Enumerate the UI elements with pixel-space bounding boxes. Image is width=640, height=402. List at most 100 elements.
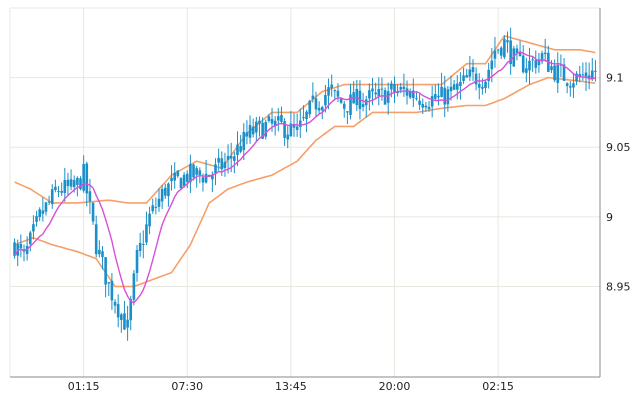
candle-body bbox=[217, 157, 220, 163]
candle-body bbox=[330, 84, 333, 89]
candle-body bbox=[167, 183, 170, 197]
candle-body bbox=[57, 191, 60, 193]
candle-body bbox=[289, 123, 293, 137]
candle-body bbox=[339, 98, 343, 103]
candle-body bbox=[503, 39, 506, 58]
candle-body bbox=[283, 121, 286, 138]
candle-body bbox=[481, 86, 484, 89]
candle-body bbox=[525, 68, 528, 73]
candle-body bbox=[267, 116, 271, 121]
candle-body bbox=[145, 224, 148, 243]
candle-body bbox=[85, 163, 89, 194]
candle-body bbox=[201, 177, 205, 183]
candle-body bbox=[512, 48, 516, 67]
candle-body bbox=[107, 282, 111, 284]
candle-body bbox=[490, 60, 494, 70]
candle-body bbox=[280, 114, 283, 122]
candle-body bbox=[179, 178, 183, 189]
candle-body bbox=[540, 53, 544, 62]
candle-body bbox=[251, 126, 255, 135]
candle-body bbox=[113, 301, 117, 306]
candle-body bbox=[82, 164, 85, 191]
candle-body bbox=[537, 59, 541, 66]
candle-body bbox=[430, 96, 434, 107]
candle-body bbox=[484, 81, 487, 89]
candle-body bbox=[264, 122, 268, 137]
x-tick-label: 07:30 bbox=[171, 380, 203, 393]
candle-body bbox=[195, 168, 198, 175]
candle-body bbox=[424, 105, 428, 108]
candle-body bbox=[477, 83, 481, 88]
candle-body bbox=[91, 202, 95, 222]
candle-body bbox=[176, 170, 180, 177]
candle-body bbox=[223, 161, 227, 168]
candle-body bbox=[98, 249, 101, 255]
candle-body bbox=[421, 104, 425, 108]
candle-body bbox=[518, 51, 522, 57]
candle-body bbox=[377, 89, 381, 97]
candle-body bbox=[189, 164, 192, 183]
bollinger-upper-line bbox=[14, 34, 596, 204]
candle-body bbox=[317, 107, 321, 111]
candle-body bbox=[553, 65, 556, 81]
candle-body bbox=[72, 180, 76, 188]
candle-body bbox=[515, 48, 519, 53]
candle-body bbox=[531, 59, 534, 61]
candle-body bbox=[320, 107, 324, 111]
candle-body bbox=[270, 119, 274, 124]
candle-body bbox=[126, 319, 129, 328]
candle-body bbox=[261, 122, 264, 139]
candle-body bbox=[28, 232, 32, 245]
candle-body bbox=[138, 242, 142, 251]
x-tick-label: 20:00 bbox=[379, 380, 411, 393]
candle-body bbox=[349, 94, 352, 115]
axes bbox=[10, 8, 601, 378]
candle-body bbox=[120, 314, 123, 320]
candle-body bbox=[163, 187, 167, 196]
candle-body bbox=[50, 189, 54, 205]
candle-body bbox=[427, 106, 431, 110]
candle-body bbox=[361, 104, 365, 107]
candle-body bbox=[236, 144, 239, 156]
candle-body bbox=[452, 84, 456, 90]
candle-body bbox=[462, 75, 465, 81]
candle-body bbox=[402, 86, 406, 90]
candle-body bbox=[233, 156, 236, 161]
candle-body bbox=[459, 81, 462, 87]
moving-average bbox=[13, 51, 596, 304]
candle-body bbox=[418, 100, 421, 105]
candle-body bbox=[468, 69, 472, 77]
candle-body bbox=[496, 49, 500, 51]
candle-body bbox=[437, 95, 440, 98]
candle-body bbox=[380, 88, 384, 90]
candle-body bbox=[295, 126, 299, 130]
candle-body bbox=[101, 251, 104, 258]
x-tick-label: 01:15 bbox=[68, 380, 100, 393]
candle-body bbox=[487, 69, 490, 81]
candle-body bbox=[170, 177, 173, 182]
candle-body bbox=[390, 83, 393, 90]
candle-body bbox=[386, 91, 390, 103]
candle-body bbox=[211, 174, 214, 180]
candle-body bbox=[242, 132, 246, 151]
candle-body bbox=[412, 90, 415, 99]
candle-body bbox=[565, 83, 569, 87]
candle-body bbox=[110, 280, 114, 301]
candle-body bbox=[173, 172, 176, 181]
candle-body bbox=[204, 173, 208, 183]
candle-body bbox=[248, 124, 252, 138]
candle-body bbox=[405, 88, 409, 96]
candle-body bbox=[443, 87, 447, 105]
candle-body bbox=[368, 90, 371, 99]
candle-body bbox=[132, 273, 136, 300]
candle-body bbox=[393, 84, 396, 93]
candle-body bbox=[562, 64, 566, 81]
candle-body bbox=[550, 66, 553, 71]
candle-body bbox=[506, 40, 509, 43]
candle-body bbox=[509, 40, 512, 65]
candle-body bbox=[123, 313, 126, 330]
candle-body bbox=[116, 304, 120, 318]
candle-body bbox=[104, 257, 107, 285]
candle-body bbox=[19, 244, 23, 249]
candle-body bbox=[160, 188, 164, 202]
